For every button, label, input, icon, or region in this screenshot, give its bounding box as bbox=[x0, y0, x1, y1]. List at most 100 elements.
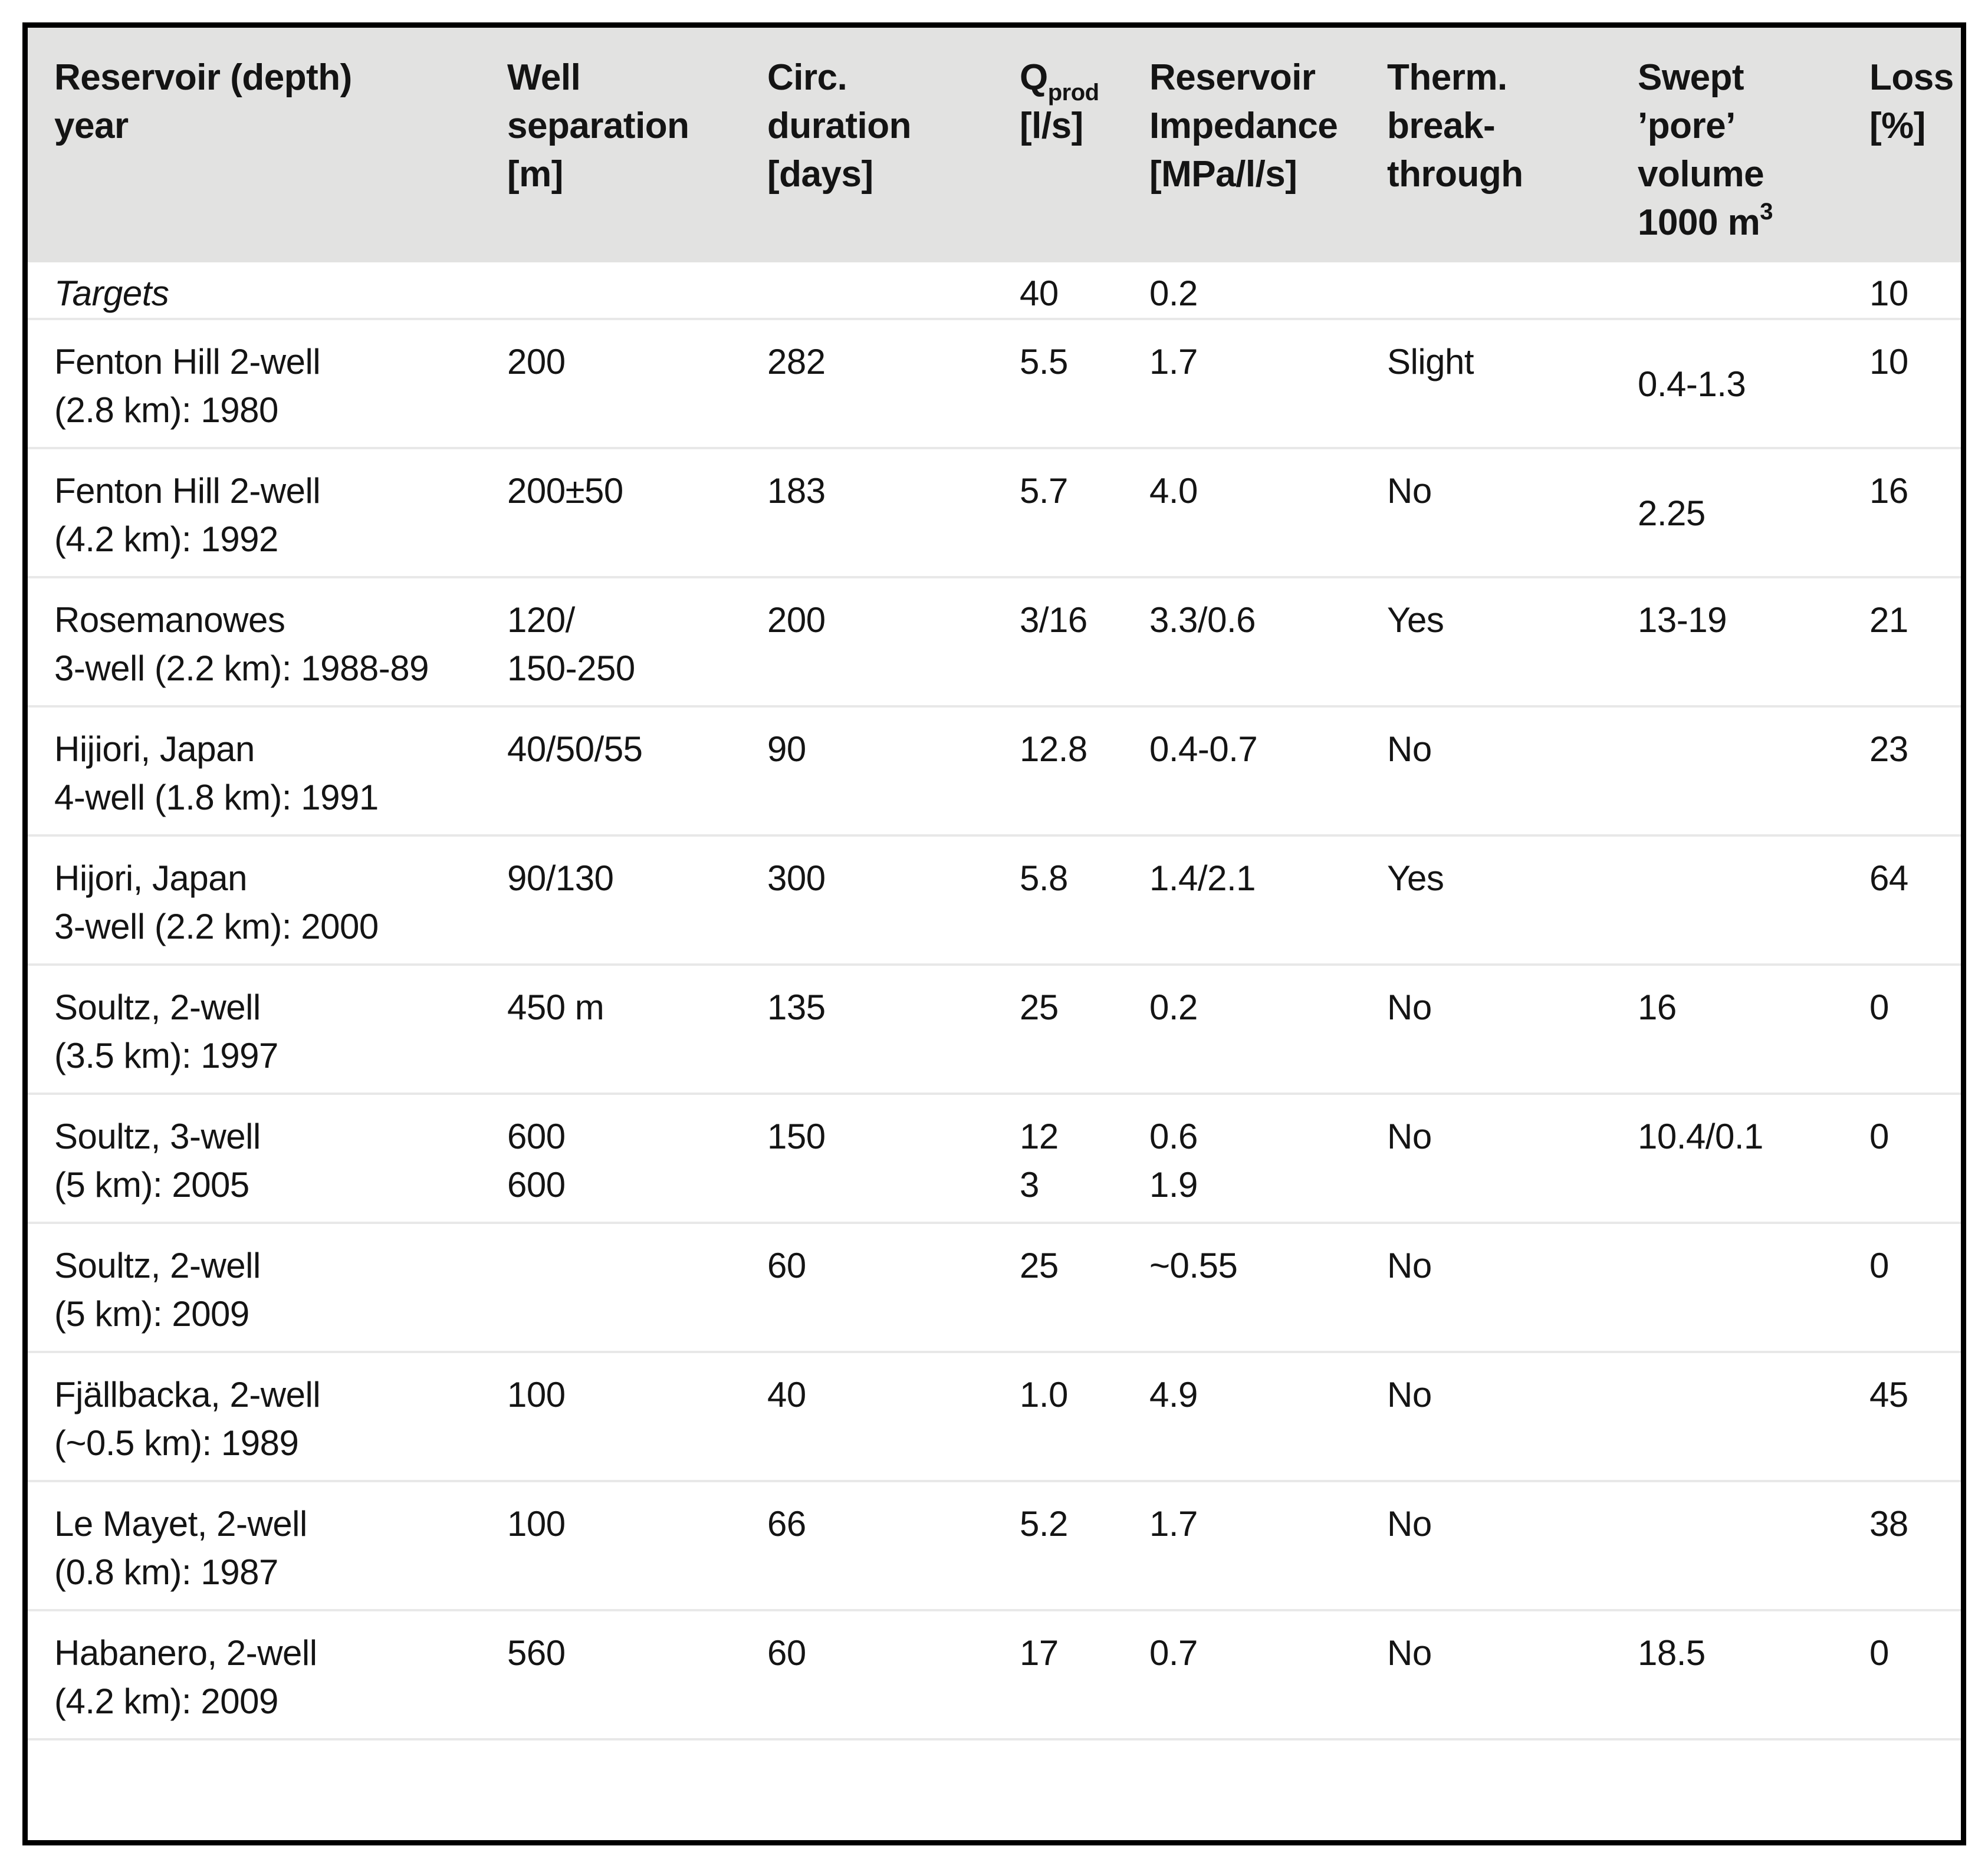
table-cell: 40/50/55 bbox=[507, 729, 643, 769]
table-cell: 1.0 bbox=[1020, 1375, 1068, 1414]
table-cell: 13-19 bbox=[1638, 600, 1727, 640]
table-cell: 45 bbox=[1869, 1375, 1908, 1414]
table-cell: 450 m bbox=[507, 988, 604, 1027]
table-cell: 183 bbox=[767, 471, 826, 511]
table-cell: 200 bbox=[767, 600, 826, 640]
table-cell: 0 bbox=[1869, 988, 1889, 1027]
swept-volume-unit: 1000 m bbox=[1638, 202, 1760, 243]
table-cell: Fjällbacka, 2-well (~0.5 km): 1989 bbox=[54, 1375, 321, 1463]
table-cell: 0.4-0.7 bbox=[1149, 729, 1258, 769]
swept-volume-exponent: 3 bbox=[1760, 199, 1773, 225]
table-cell: 0.6 1.9 bbox=[1149, 1117, 1198, 1205]
table-cell bbox=[1638, 269, 1869, 318]
table-cell: No bbox=[1387, 988, 1432, 1027]
table-cell: Le Mayet, 2-well (0.8 km): 1987 bbox=[54, 1504, 307, 1592]
table-cell bbox=[767, 269, 1020, 318]
table-cell bbox=[767, 1758, 1020, 1840]
table-row: Fenton Hill 2-well (2.8 km): 1980 200 282 5… bbox=[28, 318, 1961, 447]
table-cell: 200 bbox=[507, 342, 566, 381]
table-cell: 0.4-1.3 bbox=[1638, 364, 1746, 404]
table-cell: 600 600 bbox=[507, 1117, 566, 1205]
column-header-swept-pore-volume: Swept ’pore’ volume 1000 m3 bbox=[1638, 54, 1869, 262]
table-cell bbox=[1638, 1758, 1869, 1840]
table-row-targets: Targets 40 0.2 10 bbox=[28, 262, 1961, 318]
table-cell bbox=[1149, 1758, 1387, 1840]
table-row: Soultz, 2-well (3.5 km): 1997 450 m 135 25 0… bbox=[28, 963, 1961, 1093]
table-cell: No bbox=[1387, 471, 1432, 511]
table-cell: Fenton Hill 2-well (2.8 km): 1980 bbox=[54, 342, 321, 430]
table-cell: No bbox=[1387, 1633, 1432, 1673]
table-cell: 4.0 bbox=[1149, 471, 1198, 511]
table-cell: 66 bbox=[767, 1504, 806, 1544]
table-cell: Fenton Hill 2-well (4.2 km): 1992 bbox=[54, 471, 321, 559]
table-cell bbox=[1638, 725, 1869, 834]
table-cell: 16 bbox=[1869, 471, 1908, 511]
table-cell: Rosemanowes 3-well (2.2 km): 1988-89 bbox=[54, 600, 429, 688]
table-cell: 25 bbox=[1020, 1246, 1059, 1285]
table-cell: 38 bbox=[1869, 1504, 1908, 1544]
table-cell: 18.5 bbox=[1638, 1633, 1706, 1673]
table-cell: Yes bbox=[1387, 858, 1444, 898]
table-cell bbox=[1638, 1242, 1869, 1351]
column-header-loss: Loss [%] bbox=[1869, 57, 1954, 146]
swept-pore-volume-lines: Swept ’pore’ volume bbox=[1638, 57, 1764, 195]
table-row: Fjällbacka, 2-well (~0.5 km): 1989 100 40 1… bbox=[28, 1351, 1961, 1480]
table-cell: 2.25 bbox=[1638, 493, 1706, 533]
table-cell bbox=[507, 269, 767, 318]
table-cell: 300 bbox=[767, 858, 826, 898]
table-cell: No bbox=[1387, 1375, 1432, 1414]
table-cell: Hijori, Japan 3-well (2.2 km): 2000 bbox=[54, 858, 379, 946]
table-row: Soultz, 2-well (5 km): 2009 60 25 ~0.55 No 0 bbox=[28, 1222, 1961, 1351]
table-cell: 16 bbox=[1638, 988, 1677, 1027]
table-cell bbox=[1020, 1758, 1149, 1840]
table-cell bbox=[1387, 269, 1638, 318]
table-cell: 4.9 bbox=[1149, 1375, 1198, 1414]
table-row: Habanero, 2-well (4.2 km): 2009 560 60 17 0.… bbox=[28, 1609, 1961, 1738]
table-cell: 5.8 bbox=[1020, 858, 1068, 898]
table-cell: 10 bbox=[1869, 342, 1908, 381]
table-cell: 150 bbox=[767, 1117, 826, 1156]
table-row: Rosemanowes 3-well (2.2 km): 1988-89 120/… bbox=[28, 576, 1961, 705]
table-cell: 100 bbox=[507, 1504, 566, 1544]
table-cell: 90 bbox=[767, 729, 806, 769]
column-header-reservoir-impedance: Reservoir Impedance [MPa/l/s] bbox=[1149, 57, 1338, 195]
table-row-blank bbox=[28, 1738, 1961, 1840]
table-cell: 64 bbox=[1869, 858, 1908, 898]
table-cell: 60 bbox=[767, 1246, 806, 1285]
table-cell: 200±50 bbox=[507, 471, 623, 511]
table-cell: Soultz, 3-well (5 km): 2005 bbox=[54, 1117, 261, 1205]
table-cell: 5.5 bbox=[1020, 342, 1068, 381]
table-header-row: Reservoir (depth) year Well separation [… bbox=[28, 28, 1961, 262]
table-cell: 21 bbox=[1869, 600, 1908, 640]
table-cell: ~0.55 bbox=[1149, 1246, 1238, 1285]
table-cell: Targets bbox=[54, 274, 169, 313]
table-cell bbox=[1638, 1500, 1869, 1609]
table-cell bbox=[507, 1242, 767, 1351]
q-subscript: prod bbox=[1047, 80, 1099, 106]
table-cell: Slight bbox=[1387, 342, 1474, 381]
table-cell: 90/130 bbox=[507, 858, 614, 898]
table-row: Le Mayet, 2-well (0.8 km): 1987 100 66 5.2 1… bbox=[28, 1480, 1961, 1609]
table-cell: 12.8 bbox=[1020, 729, 1087, 769]
table-cell bbox=[507, 1758, 767, 1840]
table-cell bbox=[1387, 1758, 1638, 1840]
table-cell: 3/16 bbox=[1020, 600, 1087, 640]
table-row: Hijori, Japan 3-well (2.2 km): 2000 90/13… bbox=[28, 834, 1961, 963]
table-cell: 1.4/2.1 bbox=[1149, 858, 1256, 898]
table-cell: 100 bbox=[507, 1375, 566, 1414]
table-cell: 0 bbox=[1869, 1117, 1889, 1156]
table-cell: 0.2 bbox=[1149, 988, 1198, 1027]
table-cell: 0 bbox=[1869, 1246, 1889, 1285]
table-cell: 0.7 bbox=[1149, 1633, 1198, 1673]
table-cell: 282 bbox=[767, 342, 826, 381]
table-cell: 10.4/0.1 bbox=[1638, 1117, 1763, 1156]
table-cell: 23 bbox=[1869, 729, 1908, 769]
egs-circulation-tests-table: Reservoir (depth) year Well separation [… bbox=[22, 22, 1966, 1845]
table-cell: No bbox=[1387, 1504, 1432, 1544]
table-cell: 1.7 bbox=[1149, 342, 1198, 381]
table-cell: 3.3/0.6 bbox=[1149, 600, 1256, 640]
table-cell bbox=[1638, 1371, 1869, 1480]
table-cell: 5.2 bbox=[1020, 1504, 1068, 1544]
table-cell: 10 bbox=[1869, 274, 1908, 313]
table-cell: 25 bbox=[1020, 988, 1059, 1027]
